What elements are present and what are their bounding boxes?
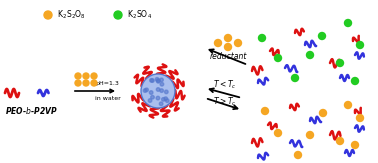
Circle shape: [274, 129, 282, 136]
Circle shape: [160, 82, 164, 86]
Circle shape: [166, 99, 169, 103]
Circle shape: [164, 90, 168, 94]
Circle shape: [319, 110, 327, 117]
Circle shape: [356, 114, 364, 121]
Circle shape: [156, 88, 160, 91]
Circle shape: [214, 39, 222, 46]
Circle shape: [91, 80, 97, 86]
Circle shape: [145, 88, 148, 92]
Circle shape: [160, 102, 163, 106]
Text: PEO-$b$-P2VP: PEO-$b$-P2VP: [5, 105, 58, 116]
Circle shape: [75, 80, 81, 86]
Circle shape: [114, 11, 122, 19]
Circle shape: [156, 79, 160, 82]
Circle shape: [352, 141, 358, 148]
Circle shape: [141, 74, 175, 108]
Circle shape: [149, 91, 153, 94]
Circle shape: [156, 80, 160, 83]
Circle shape: [307, 132, 313, 139]
Circle shape: [225, 44, 231, 51]
Circle shape: [319, 32, 325, 39]
Circle shape: [44, 11, 52, 19]
Circle shape: [83, 73, 89, 79]
Circle shape: [344, 102, 352, 109]
Circle shape: [352, 77, 358, 84]
Circle shape: [143, 89, 147, 92]
Circle shape: [164, 97, 167, 101]
Text: $T>T_c$: $T>T_c$: [213, 96, 237, 108]
Circle shape: [336, 138, 344, 145]
Circle shape: [234, 39, 242, 46]
Circle shape: [291, 74, 299, 82]
Circle shape: [75, 73, 81, 79]
Text: pH=1.3: pH=1.3: [95, 81, 119, 86]
Circle shape: [307, 52, 313, 59]
Text: reductant: reductant: [209, 52, 247, 61]
Text: $T<T_c$: $T<T_c$: [213, 79, 237, 91]
Circle shape: [160, 78, 163, 82]
Circle shape: [91, 73, 97, 79]
Circle shape: [161, 98, 165, 101]
Circle shape: [274, 54, 282, 61]
Circle shape: [155, 78, 159, 81]
Circle shape: [148, 99, 152, 102]
Circle shape: [150, 79, 153, 82]
Circle shape: [156, 96, 160, 100]
Circle shape: [259, 35, 265, 42]
Text: in water: in water: [95, 96, 121, 101]
Circle shape: [151, 95, 154, 99]
Circle shape: [344, 20, 352, 27]
Circle shape: [225, 35, 231, 42]
Circle shape: [356, 42, 364, 49]
Text: K$_2$S$_2$O$_8$: K$_2$S$_2$O$_8$: [55, 9, 86, 21]
Circle shape: [83, 80, 89, 86]
Circle shape: [294, 151, 302, 158]
Circle shape: [262, 108, 268, 114]
Circle shape: [150, 79, 154, 82]
Circle shape: [336, 59, 344, 67]
Text: K$_2$SO$_4$: K$_2$SO$_4$: [125, 9, 152, 21]
Circle shape: [160, 89, 163, 92]
